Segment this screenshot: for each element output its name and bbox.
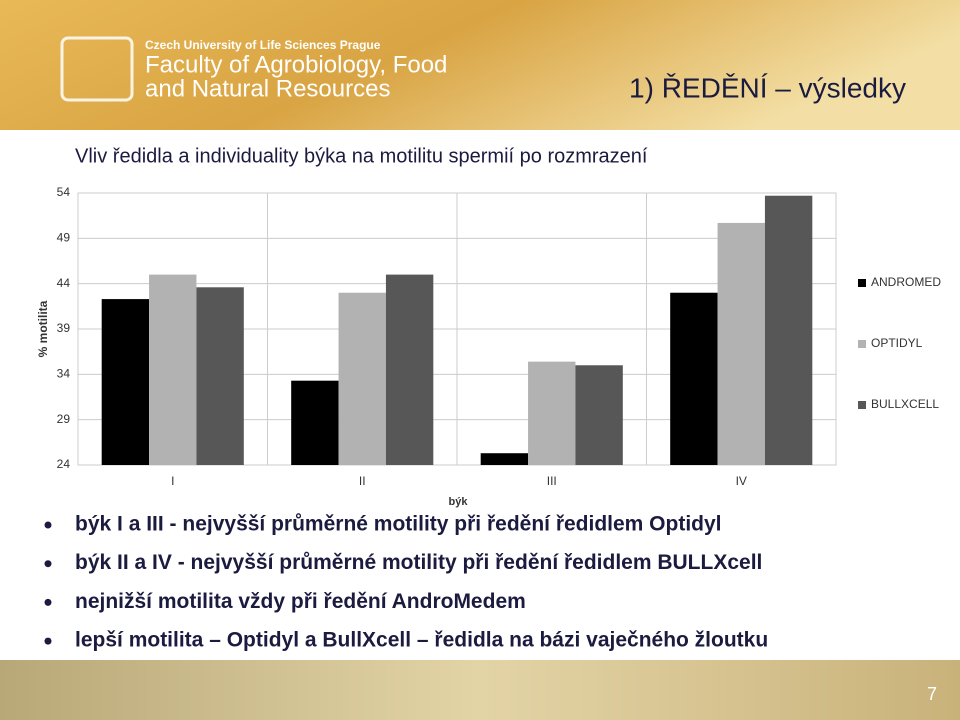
faculty: and Natural Resources	[145, 75, 390, 102]
legend-swatch	[858, 401, 866, 409]
x-tick-label: I	[171, 474, 174, 488]
footer-band	[0, 660, 960, 720]
legend-swatch	[858, 340, 866, 348]
bar	[528, 361, 576, 465]
header-band	[0, 0, 960, 130]
bar	[670, 292, 718, 465]
bullet-text: býk I a III - nejvyšší průměrné motility…	[75, 513, 722, 536]
slide-title: 1) ŘEDĚNÍ – výsledky	[629, 72, 906, 103]
legend-label: BULLXCELL	[871, 397, 939, 411]
x-tick-label: II	[359, 474, 366, 488]
bar	[101, 299, 150, 465]
page-number: 7	[927, 684, 937, 704]
x-tick-label: III	[547, 474, 557, 488]
bar	[480, 453, 529, 465]
faculty: Faculty of Agrobiology, Food	[145, 51, 447, 78]
legend-label: ANDROMED	[871, 275, 941, 289]
bar	[291, 380, 339, 465]
bullet-dot	[44, 637, 52, 645]
bullet-dot	[44, 598, 52, 606]
bar	[717, 222, 765, 465]
bar	[385, 274, 434, 465]
bullet-text: lepší motilita – Optidyl a BullXcell – ř…	[75, 629, 768, 652]
legend-swatch	[858, 279, 866, 287]
logo	[60, 36, 134, 102]
bullet-dot	[44, 560, 52, 568]
y-tick-label: 44	[57, 276, 71, 290]
x-axis-label: býk	[449, 496, 469, 508]
bullet-text: nejnižší motilita vždy při ředění AndroM…	[75, 590, 526, 613]
chart-title: Vliv ředidla a individuality býka na mot…	[75, 145, 648, 167]
bar	[338, 292, 386, 465]
y-tick-label: 49	[57, 231, 71, 245]
bar	[575, 365, 623, 465]
bar	[149, 274, 197, 465]
y-tick-label: 34	[57, 367, 71, 381]
university: Czech University of Life Sciences Prague	[145, 38, 381, 52]
bar	[196, 287, 244, 465]
y-tick-label: 54	[57, 185, 71, 199]
y-tick-label: 24	[57, 457, 71, 471]
y-tick-label: 29	[57, 412, 71, 426]
y-tick-label: 39	[57, 321, 71, 335]
bar	[764, 195, 813, 465]
bullet-text: býk II a IV - nejvyšší průměrné motility…	[75, 551, 762, 574]
bullet-dot	[44, 521, 52, 529]
y-axis-label: % motilita	[36, 300, 50, 357]
x-tick-label: IV	[736, 474, 747, 488]
legend-label: OPTIDYL	[871, 336, 923, 350]
